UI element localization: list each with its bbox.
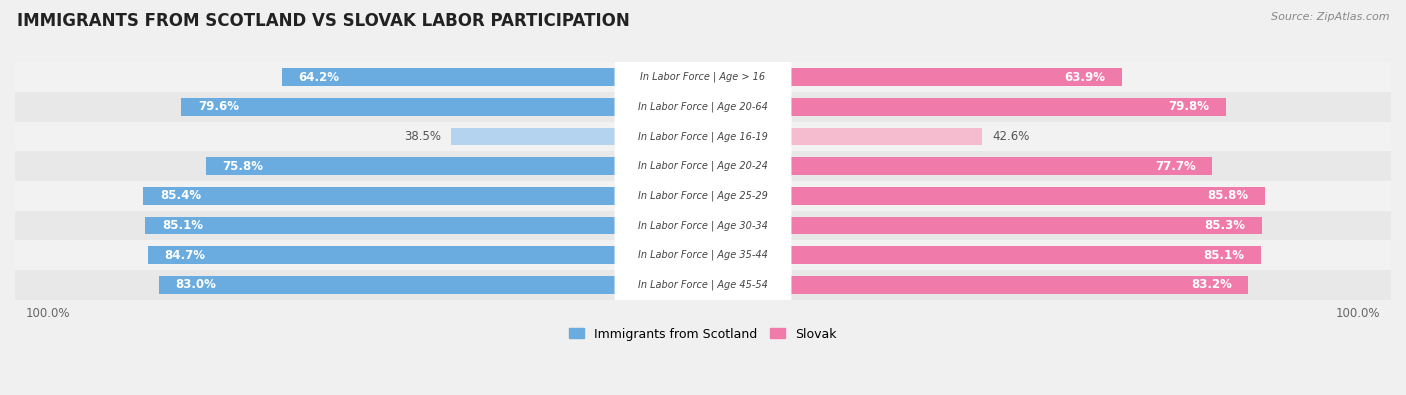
Bar (703, 98, 1226, 116)
Bar (703, 68, 1122, 86)
Bar (283, 68, 703, 86)
Bar (159, 276, 703, 293)
Text: In Labor Force | Age 25-29: In Labor Force | Age 25-29 (638, 190, 768, 201)
Text: 38.5%: 38.5% (404, 130, 441, 143)
Bar (15, 92, 1391, 122)
Text: In Labor Force | Age 20-64: In Labor Force | Age 20-64 (638, 102, 768, 112)
Bar (451, 128, 703, 145)
Bar (15, 62, 1391, 92)
Text: 84.7%: 84.7% (165, 248, 205, 261)
FancyBboxPatch shape (614, 82, 792, 132)
Text: 83.0%: 83.0% (176, 278, 217, 291)
Text: 85.1%: 85.1% (1204, 248, 1244, 261)
FancyBboxPatch shape (614, 141, 792, 191)
Text: 64.2%: 64.2% (298, 71, 340, 84)
Text: In Labor Force | Age 16-19: In Labor Force | Age 16-19 (638, 131, 768, 142)
Bar (15, 181, 1391, 211)
Bar (145, 216, 703, 234)
Bar (703, 157, 1212, 175)
Bar (207, 157, 703, 175)
Bar (143, 187, 703, 205)
FancyBboxPatch shape (614, 53, 792, 102)
Bar (15, 211, 1391, 240)
Text: 83.2%: 83.2% (1191, 278, 1232, 291)
Text: 85.8%: 85.8% (1208, 189, 1249, 202)
Bar (703, 128, 983, 145)
Bar (703, 216, 1263, 234)
Text: 79.8%: 79.8% (1168, 100, 1209, 113)
Text: 77.7%: 77.7% (1154, 160, 1195, 173)
Text: In Labor Force | Age 30-34: In Labor Force | Age 30-34 (638, 220, 768, 231)
Text: In Labor Force | Age > 16: In Labor Force | Age > 16 (641, 72, 765, 83)
Text: 63.9%: 63.9% (1064, 71, 1105, 84)
FancyBboxPatch shape (614, 260, 792, 309)
Bar (703, 187, 1265, 205)
Text: 79.6%: 79.6% (198, 100, 239, 113)
Text: 75.8%: 75.8% (222, 160, 264, 173)
Bar (15, 270, 1391, 299)
Text: 85.1%: 85.1% (162, 219, 202, 232)
FancyBboxPatch shape (614, 201, 792, 250)
Bar (181, 98, 703, 116)
Text: In Labor Force | Age 20-24: In Labor Force | Age 20-24 (638, 161, 768, 171)
Text: 42.6%: 42.6% (993, 130, 1029, 143)
Bar (15, 122, 1391, 151)
Bar (703, 276, 1249, 293)
Text: IMMIGRANTS FROM SCOTLAND VS SLOVAK LABOR PARTICIPATION: IMMIGRANTS FROM SCOTLAND VS SLOVAK LABOR… (17, 12, 630, 30)
Text: In Labor Force | Age 35-44: In Labor Force | Age 35-44 (638, 250, 768, 260)
FancyBboxPatch shape (614, 112, 792, 161)
Text: 85.3%: 85.3% (1205, 219, 1246, 232)
Legend: Immigrants from Scotland, Slovak: Immigrants from Scotland, Slovak (564, 323, 842, 346)
FancyBboxPatch shape (614, 171, 792, 220)
FancyBboxPatch shape (614, 231, 792, 280)
Text: Source: ZipAtlas.com: Source: ZipAtlas.com (1271, 12, 1389, 22)
Bar (148, 246, 703, 264)
Text: In Labor Force | Age 45-54: In Labor Force | Age 45-54 (638, 280, 768, 290)
Bar (703, 246, 1261, 264)
Bar (15, 151, 1391, 181)
Text: 85.4%: 85.4% (160, 189, 201, 202)
Bar (15, 240, 1391, 270)
